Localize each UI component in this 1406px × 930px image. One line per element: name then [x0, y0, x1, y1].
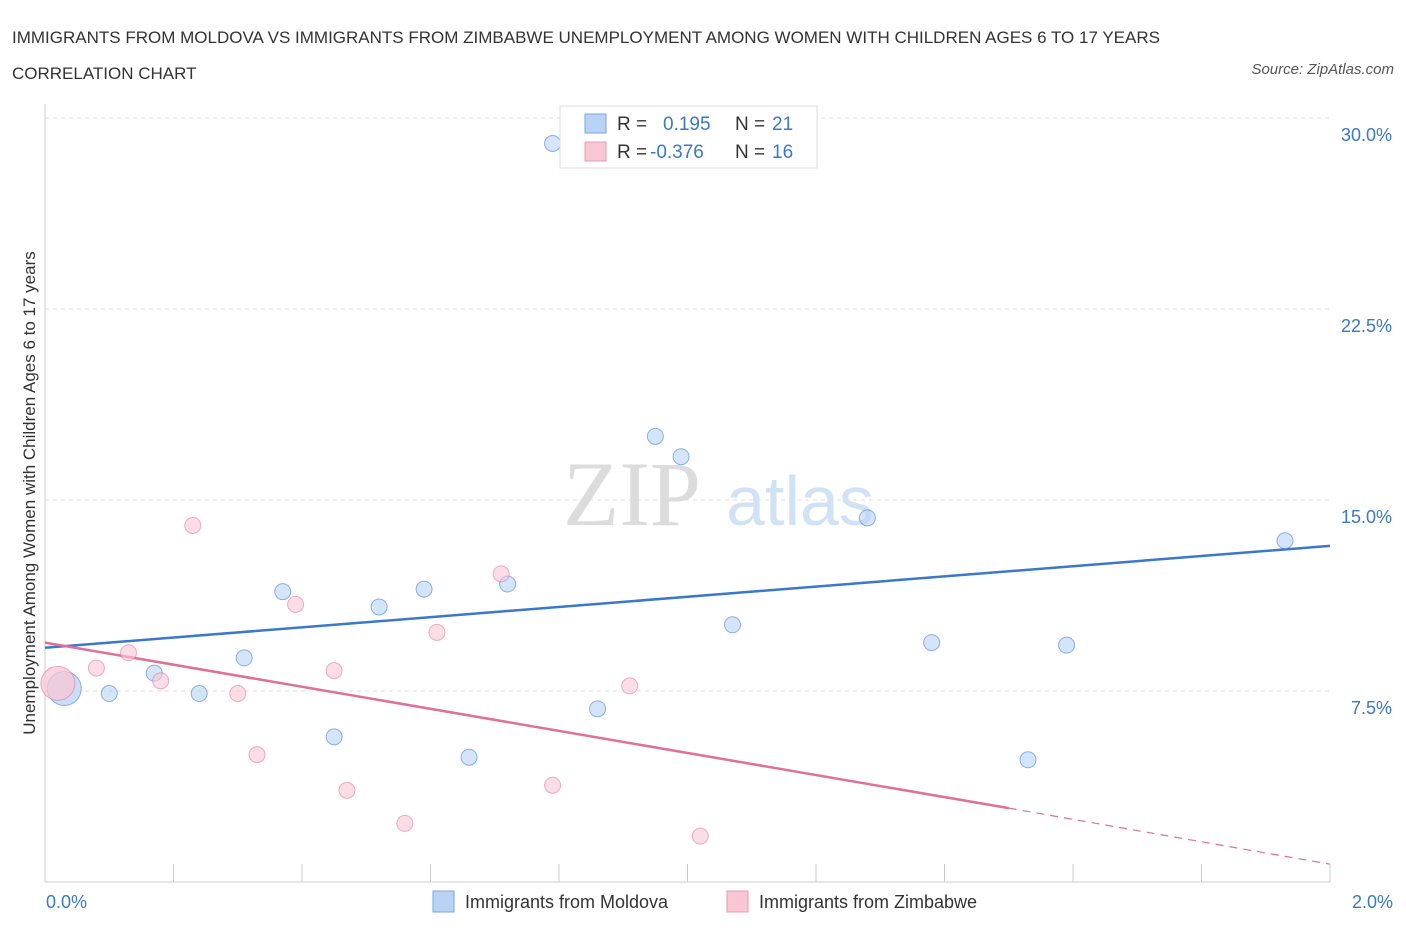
data-points [40, 134, 1294, 845]
source-credit: Source: ZipAtlas.com [1251, 61, 1394, 78]
point-moldova [460, 748, 478, 766]
legend-label-zimbabwe: Immigrants from Zimbabwe [759, 892, 977, 912]
y-tick-label: 22.5% [1341, 316, 1392, 336]
stats-n-label-zimbabwe: N = [735, 142, 765, 163]
point-moldova [646, 427, 664, 445]
point-zimbabwe [544, 776, 562, 794]
point-moldova [100, 685, 118, 703]
point-moldova [858, 509, 876, 527]
point-zimbabwe [428, 623, 446, 641]
point-zimbabwe [248, 746, 266, 764]
y-tick-label: 7.5% [1351, 698, 1392, 718]
stats-swatch-zimbabwe [584, 141, 607, 162]
stats-box: R = 0.195 N = 21 R = -0.376 N = 16 [559, 105, 818, 169]
point-moldova [415, 580, 433, 598]
point-moldova [274, 583, 292, 601]
stats-n-value-moldova: 21 [772, 114, 793, 135]
point-zimbabwe [396, 814, 414, 832]
x-tick-label-min: 0.0% [46, 892, 87, 912]
point-zimbabwe [621, 677, 639, 695]
point-zimbabwe [229, 685, 247, 703]
point-zimbabwe [338, 781, 356, 799]
point-moldova [923, 634, 941, 652]
legend-label-moldova: Immigrants from Moldova [465, 892, 669, 912]
point-zimbabwe [325, 662, 343, 680]
stats-r-value-zimbabwe: -0.376 [650, 142, 704, 163]
trend-line-moldova [44, 544, 1331, 649]
legend-swatch-moldova [432, 890, 455, 913]
x-tick-labels: 0.0% 2.0% [46, 892, 1393, 912]
stats-r-value-moldova: 0.195 [663, 114, 711, 135]
watermark: ZIP atlas [563, 443, 874, 545]
stats-n-value-zimbabwe: 16 [772, 142, 793, 163]
chart-title: IMMIGRANTS FROM MOLDOVA VS IMMIGRANTS FR… [12, 28, 1160, 83]
point-zimbabwe [287, 595, 305, 613]
point-zimbabwe [120, 644, 138, 662]
x-tick-label-max: 2.0% [1352, 892, 1393, 912]
point-zimbabwe [87, 659, 105, 677]
legend: Immigrants from Moldova Immigrants from … [432, 890, 977, 913]
trend-line-zimbabwe [44, 641, 1009, 810]
point-zimbabwe [492, 565, 510, 583]
point-moldova [190, 685, 208, 703]
watermark-atlas: atlas [726, 462, 874, 540]
y-tick-label: 30.0% [1341, 125, 1392, 145]
point-moldova [325, 728, 343, 746]
axes [44, 104, 1331, 883]
point-moldova [672, 448, 690, 466]
trend-line-extension-zimbabwe [1008, 807, 1331, 865]
trend-lines [44, 544, 1331, 865]
point-moldova [1019, 751, 1037, 769]
point-zimbabwe [691, 827, 709, 845]
point-moldova [589, 700, 607, 718]
stats-swatch-moldova [584, 113, 607, 134]
point-zimbabwe [184, 516, 202, 534]
point-zimbabwe [152, 672, 170, 690]
grid-lines [45, 117, 1330, 692]
stats-r-label-zimbabwe: R = [617, 142, 647, 163]
stats-r-label-moldova: R = [617, 114, 647, 135]
stats-n-label-moldova: N = [735, 114, 765, 135]
y-tick-label: 15.0% [1341, 507, 1392, 527]
point-moldova [1276, 532, 1294, 550]
legend-swatch-zimbabwe [726, 890, 749, 913]
y-axis-label: Unemployment Among Women with Children A… [20, 251, 39, 735]
point-moldova [723, 616, 741, 634]
point-moldova [370, 598, 388, 616]
y-tick-labels: 7.5% 15.0% 22.5% 30.0% [1341, 125, 1392, 718]
point-moldova [235, 649, 253, 667]
point-moldova [544, 134, 562, 152]
point-moldova [1058, 636, 1076, 654]
point-zimbabwe [40, 665, 76, 701]
